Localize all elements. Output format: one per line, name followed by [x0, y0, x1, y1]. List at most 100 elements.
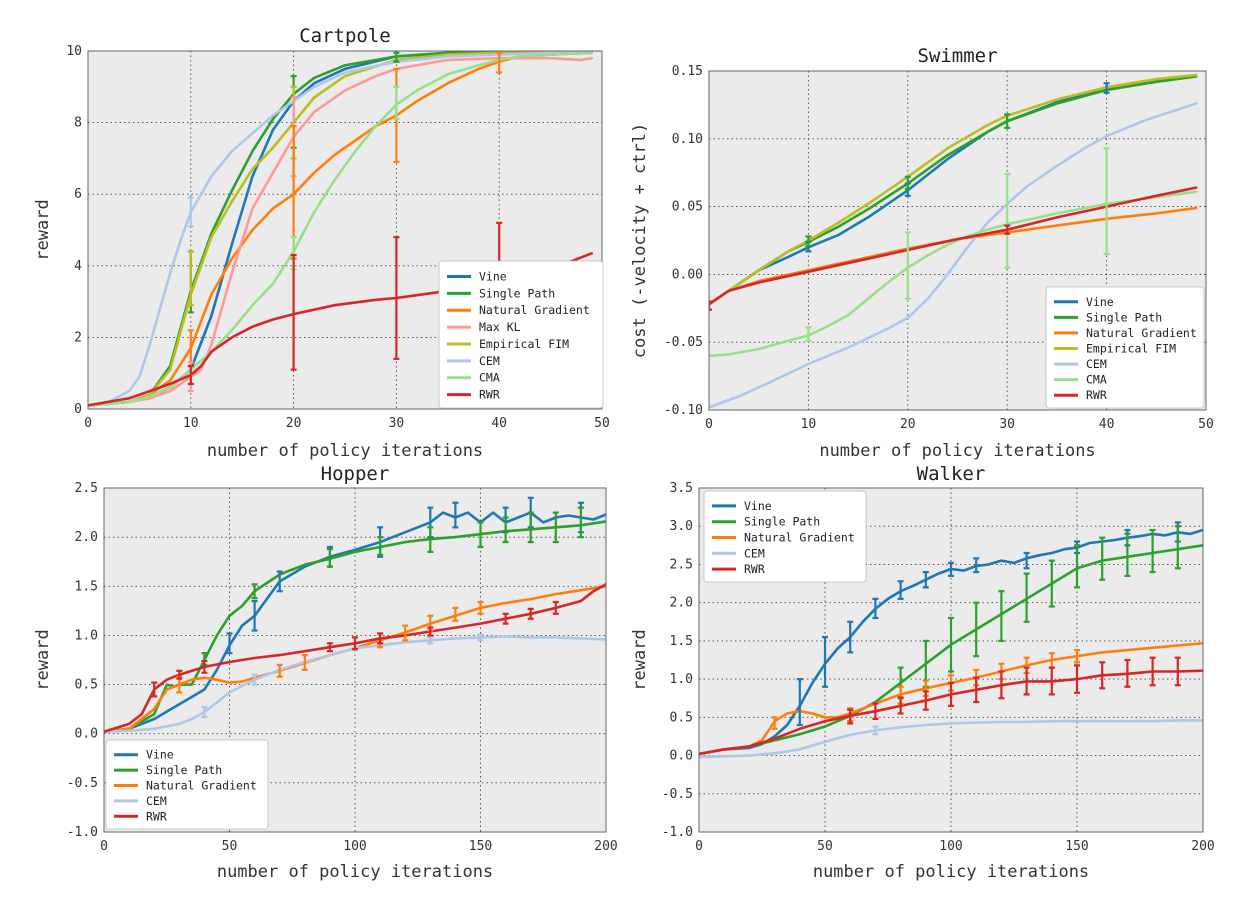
error-bar-rwr [948, 681, 954, 707]
x-axis-label: number of policy iterations [217, 862, 493, 882]
error-bar-cma [805, 326, 812, 342]
chart-title: Hopper [321, 463, 390, 485]
chart-title: Swimmer [917, 45, 997, 67]
y-tick-label: 2.0 [75, 530, 98, 545]
x-axis-label: number of policy iterations [207, 441, 483, 461]
error-bar-cma [393, 85, 400, 121]
error-bar-single-path [973, 601, 980, 658]
y-tick-label: 2.0 [670, 596, 693, 611]
x-tick-label: 40 [1099, 417, 1115, 432]
error-bar-rwr [527, 607, 534, 620]
legend-label-natural-gradient: Natural Gradient [146, 779, 257, 793]
x-axis-label: number of policy iterations [819, 441, 1095, 461]
legend-label-single-path: Single Path [744, 515, 820, 529]
y-tick-label: 3.5 [670, 481, 693, 496]
error-bar-vine [276, 570, 283, 593]
error-bar-rwr [1124, 658, 1131, 688]
series-group [88, 51, 594, 407]
chart-title: Walker [917, 463, 986, 485]
error-bar-cem [201, 706, 208, 719]
axes-frame [698, 487, 1204, 833]
error-bar-vine [948, 561, 954, 578]
error-bar-single-path [1099, 536, 1106, 581]
error-bar-cem [872, 725, 879, 736]
legend-label-single-path: Single Path [1086, 310, 1162, 324]
error-bar-rwr [1099, 661, 1106, 690]
axes-frame [708, 70, 1207, 411]
error-bar-single-path [377, 536, 384, 556]
y-tick-label: 0.10 [672, 132, 703, 147]
y-tick-label: 0.0 [670, 749, 693, 764]
chart-walker: 0 50 100 150 200 -1.0 -0.5 0.0 0.5 1.0 1.5 2.0 2.5 3.… [630, 463, 1215, 882]
legend-label-max-kl: Max KL [479, 320, 521, 334]
error-bar-vine [822, 635, 828, 688]
y-tick-label: 0.05 [672, 200, 703, 215]
error-bar-single-path [948, 616, 954, 673]
legend-label-vine: Vine [479, 269, 507, 283]
series-group [709, 73, 1198, 409]
error-bar-single-path [477, 521, 484, 549]
error-bar-rwr [427, 626, 434, 637]
y-tick-label: -1.0 [67, 825, 98, 840]
legend-label-cma: CMA [1086, 373, 1107, 387]
y-tick-label: 0.15 [672, 64, 703, 79]
error-bar-cma [904, 231, 911, 300]
error-bar-single-path [1124, 532, 1131, 578]
y-tick-label: 0.5 [75, 678, 98, 693]
y-tick-label: 6 [74, 187, 82, 202]
series-line-empirical-fim [88, 51, 594, 407]
legend-box [438, 260, 604, 409]
error-bar-cma [1103, 147, 1110, 256]
legend-label-cem: CEM [1086, 357, 1107, 371]
error-bar-rwr [1149, 656, 1156, 687]
error-bar-rwr [973, 676, 980, 704]
error-bar-vine [251, 599, 258, 632]
legend-label-natural-gradient: Natural Gradient [1086, 326, 1197, 340]
y-tick-label: 2.5 [670, 557, 693, 572]
legend-label-cem: CEM [479, 354, 500, 368]
legend-label-rwr: RWR [744, 562, 765, 576]
chart-cartpole: 0 10 20 30 40 50 0 2 4 6 8 10 Cartpole number of poli… [33, 25, 610, 461]
series-line-vine [104, 511, 606, 734]
error-bar-rwr [998, 670, 1005, 700]
y-tick-label: 4 [74, 259, 82, 274]
error-bar-vine [796, 678, 803, 727]
x-tick-label: 150 [469, 839, 492, 854]
series-group [104, 496, 606, 734]
series-line-rwr [104, 582, 606, 734]
x-tick-label: 0 [100, 839, 108, 854]
error-bar-rwr [1174, 656, 1181, 687]
y-tick-label: 0.00 [672, 267, 703, 282]
error-bar-rwr [201, 659, 208, 674]
error-bar-rwr [897, 696, 904, 715]
y-tick-label: 10 [66, 44, 82, 59]
legend-label-natural-gradient: Natural Gradient [744, 531, 855, 545]
error-bar-rwr [872, 702, 879, 720]
y-tick-label: -0.05 [664, 335, 703, 350]
error-bar-single-path [805, 235, 812, 248]
y-axis-label: reward [33, 629, 53, 690]
error-bar-natural-gradient [452, 606, 459, 622]
y-tick-label: -0.5 [662, 787, 693, 802]
error-bar-single-path [1174, 525, 1181, 570]
legend-label-rwr: RWR [479, 388, 500, 402]
legend-label-rwr: RWR [1086, 388, 1107, 402]
error-bar-natural-gradient [402, 624, 409, 642]
error-bar-rwr [1074, 664, 1080, 694]
x-tick-label: 50 [222, 839, 238, 854]
legend-box [105, 739, 269, 830]
x-tick-label: 10 [801, 417, 817, 432]
error-bar-natural-gradient [301, 653, 308, 671]
legend-label-cma: CMA [479, 371, 500, 385]
error-bar-rwr [502, 612, 509, 625]
legend-label-cem: CEM [744, 546, 765, 560]
y-tick-label: 2 [74, 330, 82, 345]
y-tick-label: 0 [74, 402, 82, 417]
error-bar-single-path [502, 516, 509, 544]
y-axis-label: reward [630, 629, 650, 690]
x-tick-label: 200 [594, 839, 617, 854]
